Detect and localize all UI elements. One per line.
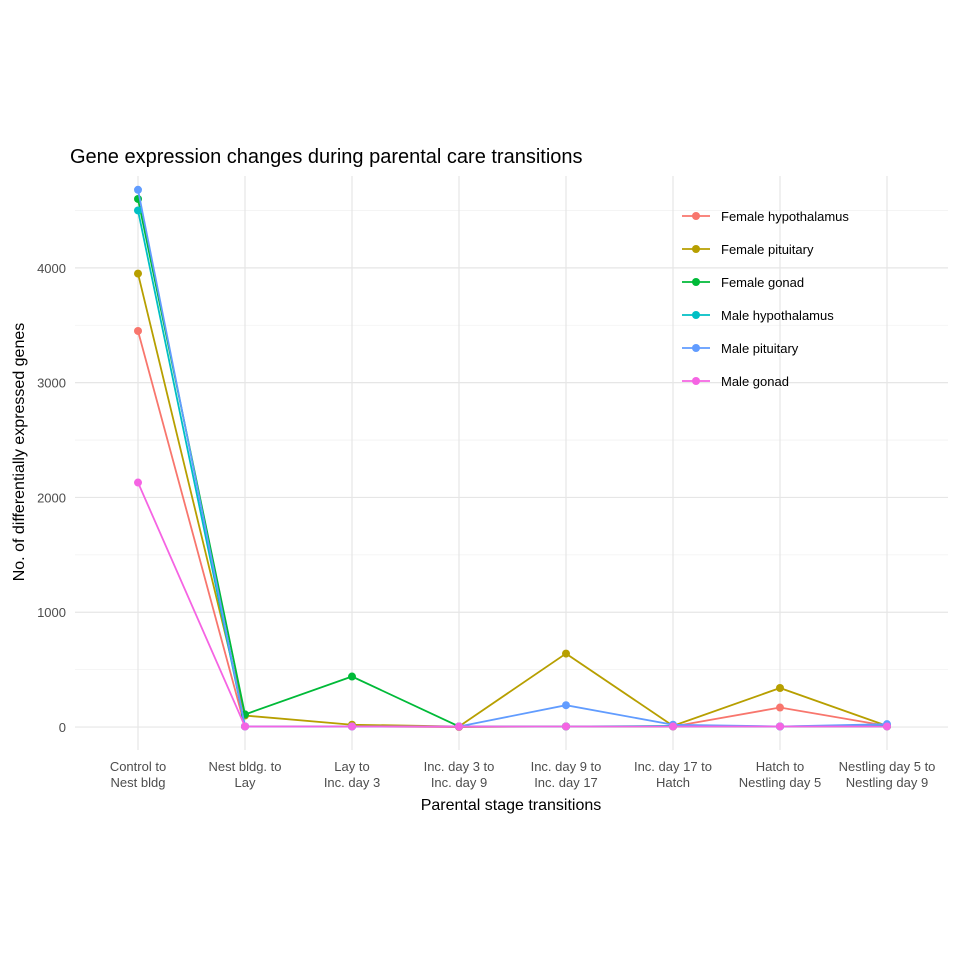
series-male-gonad: [134, 478, 891, 731]
legend-key-point: [692, 278, 700, 286]
data-point: [455, 722, 463, 731]
legend-key-point: [692, 344, 700, 352]
x-tick-label: Nest bldg. to Lay: [209, 759, 282, 790]
series-line: [137, 482, 887, 728]
data-point: [776, 703, 784, 712]
x-axis-title: Parental stage transitions: [421, 797, 602, 814]
chart-title: Gene expression changes during parental …: [70, 146, 583, 168]
x-tick-labels: Control to Nest bldg Nest bldg. to Lay Lay t…: [110, 759, 936, 790]
data-point: [776, 722, 784, 731]
data-point: [134, 326, 142, 335]
data-point: [562, 722, 570, 731]
data-point: [883, 722, 891, 731]
legend-item: Female hypothalamus: [682, 209, 849, 224]
legend-item: Female pituitary: [682, 242, 814, 257]
data-point: [776, 684, 784, 693]
y-tick-label: 2000: [37, 490, 66, 505]
x-tick-label: Inc. day 3 to Inc. day 9: [424, 759, 495, 790]
x-tick-label: Control to Nest bldg: [110, 759, 166, 790]
legend-label: Female pituitary: [721, 242, 814, 257]
x-tick-label: Inc. day 17 to Hatch: [634, 759, 712, 790]
y-tick-label: 4000: [37, 261, 66, 276]
data-point: [348, 722, 356, 731]
legend-label: Female gonad: [721, 275, 804, 290]
x-tick-label: Hatch to Nestling day 5: [739, 759, 821, 790]
legend-label: Male hypothalamus: [721, 308, 834, 323]
y-tick-label: 3000: [37, 376, 66, 391]
legend-item: Male pituitary: [682, 341, 799, 356]
legend-item: Female gonad: [682, 275, 804, 290]
legend-label: Male pituitary: [721, 341, 799, 356]
y-axis-title: No. of differentially expressed genes: [11, 323, 28, 582]
x-tick-label: Inc. day 9 to Inc. day 17: [531, 759, 602, 790]
legend-label: Female hypothalamus: [721, 209, 849, 224]
series-line: [137, 273, 888, 728]
y-tick-labels: 0 1000 2000 3000 4000: [37, 261, 66, 735]
series-lines: [134, 185, 891, 732]
y-tick-label: 1000: [37, 605, 66, 620]
data-point: [562, 701, 570, 710]
series-line: [137, 330, 888, 728]
legend-key-point: [692, 245, 700, 253]
legend: Female hypothalamus Female pituitary Femal…: [682, 209, 849, 389]
legend-label: Male gonad: [721, 374, 789, 389]
legend-key-point: [692, 377, 700, 385]
x-tick-label: Nestling day 5 to Nestling day 9: [839, 759, 936, 790]
legend-key-point: [692, 212, 700, 220]
data-point: [134, 185, 142, 194]
data-point: [562, 649, 570, 658]
series-female-pituitary: [134, 269, 891, 731]
series-line: [137, 189, 888, 728]
data-point: [241, 722, 249, 731]
legend-item: Male hypothalamus: [682, 308, 834, 323]
data-point: [348, 672, 356, 681]
data-point: [134, 269, 142, 278]
data-point: [669, 722, 677, 731]
grid: [75, 176, 948, 750]
x-tick-label: Lay to Inc. day 3: [324, 759, 380, 790]
legend-key-point: [692, 311, 700, 319]
legend-item: Male gonad: [682, 374, 789, 389]
data-point: [134, 478, 142, 487]
y-tick-label: 0: [59, 720, 66, 735]
data-point: [134, 206, 142, 215]
